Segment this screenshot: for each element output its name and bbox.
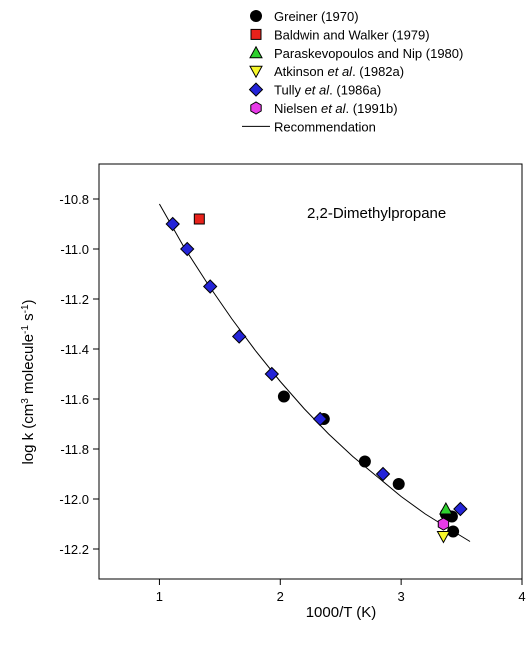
data-point-series-3 xyxy=(436,531,451,544)
legend-label: Tully et al. (1986a) xyxy=(274,83,381,98)
data-point-series-4 xyxy=(375,466,391,482)
y-axis-title-superscript: 3 xyxy=(20,398,31,404)
legend-marker-5 xyxy=(250,101,262,115)
data-point-series-0 xyxy=(392,478,405,490)
y-tick-label: -11.0 xyxy=(60,242,89,257)
y-axis-title-superscript: -1 xyxy=(20,304,31,313)
legend-label-part: Recommendation xyxy=(274,119,376,134)
data-point-series-4 xyxy=(312,411,328,427)
legend-label-part: . (1982a) xyxy=(352,64,404,79)
y-axis-title-part: ) xyxy=(20,299,37,304)
data-point-series-4 xyxy=(202,279,218,294)
legend-marker-4 xyxy=(248,82,264,97)
data-point-series-4 xyxy=(165,216,180,232)
data-point-series-0 xyxy=(358,455,371,468)
legend-label: Paraskevopoulos and Nip (1980) xyxy=(274,46,463,61)
legend-label-part: Atkinson xyxy=(274,64,327,79)
legend-marker-0 xyxy=(250,10,262,22)
data-point-series-5 xyxy=(437,517,450,531)
legend-label-part: . (1991b) xyxy=(346,101,398,116)
data-point-series-0 xyxy=(277,390,290,403)
data-points xyxy=(165,213,468,544)
x-tick-label: 1 xyxy=(156,589,163,604)
y-tick-label: -11.4 xyxy=(60,342,89,357)
legend-label: Baldwin and Walker (1979) xyxy=(274,27,430,42)
legend-label-part: Greiner (1970) xyxy=(274,9,359,24)
data-point-series-4 xyxy=(231,329,247,344)
legend-label-part: Paraskevopoulos and Nip (1980) xyxy=(274,46,463,61)
legend-label-part: et al xyxy=(305,83,331,98)
legend-label-part: et al xyxy=(327,64,353,79)
y-tick-label: -10.8 xyxy=(59,192,89,207)
x-tick-label: 2 xyxy=(277,589,284,604)
y-axis-title-part: s xyxy=(20,313,37,325)
x-tick-label: 3 xyxy=(398,589,405,604)
legend-label: Atkinson et al. (1982a) xyxy=(274,64,404,79)
y-tick-label: -11.6 xyxy=(60,392,89,407)
legend-label-part: et al xyxy=(321,101,347,116)
data-point-series-1 xyxy=(193,213,205,225)
legend-label: Nielsen et al. (1991b) xyxy=(274,101,398,116)
y-axis-title-part: molecule xyxy=(20,334,37,398)
plot-frame xyxy=(98,163,523,580)
data-point-series-4 xyxy=(264,366,280,382)
x-tick-label: 4 xyxy=(518,589,525,604)
legend-label-part: Nielsen xyxy=(274,101,321,116)
recommendation-line xyxy=(158,203,471,542)
y-axis-title: log k (cm3 molecule-1 s-1) xyxy=(20,299,38,464)
axis-ticks: 1 2 3 4 -12.2 -12.0 -11.8 -11.6 -11.4 -11.2 -11.0 -… xyxy=(59,192,525,604)
legend-marker-1 xyxy=(250,28,262,40)
data-point-series-2 xyxy=(439,501,453,515)
y-tick-label: -11.8 xyxy=(60,442,89,457)
y-tick-label: -12.2 xyxy=(59,542,89,557)
y-tick-label: -11.2 xyxy=(60,292,89,307)
data-point-series-4 xyxy=(453,501,468,517)
legend-marker-3 xyxy=(249,65,263,79)
legend-label: Recommendation xyxy=(274,119,376,134)
legend-marker-2 xyxy=(249,45,263,59)
chart-annotation: 2,2-Dimethylpropane xyxy=(307,205,446,222)
legend-label-part: Tully xyxy=(274,83,305,98)
y-tick-label: -12.0 xyxy=(59,492,89,507)
legend-label-part: . (1986a) xyxy=(329,83,381,98)
legend-label: Greiner (1970) xyxy=(274,9,359,24)
y-axis-title-part: log k (cm xyxy=(20,404,37,465)
legend-label-part: Baldwin and Walker (1979) xyxy=(274,27,430,42)
y-axis-title-superscript: -1 xyxy=(20,325,31,334)
legend: Greiner (1970) Baldwin and Walker (1979) P… xyxy=(242,9,463,134)
x-axis-title: 1000/T (K) xyxy=(306,604,377,621)
data-point-series-4 xyxy=(180,241,195,257)
